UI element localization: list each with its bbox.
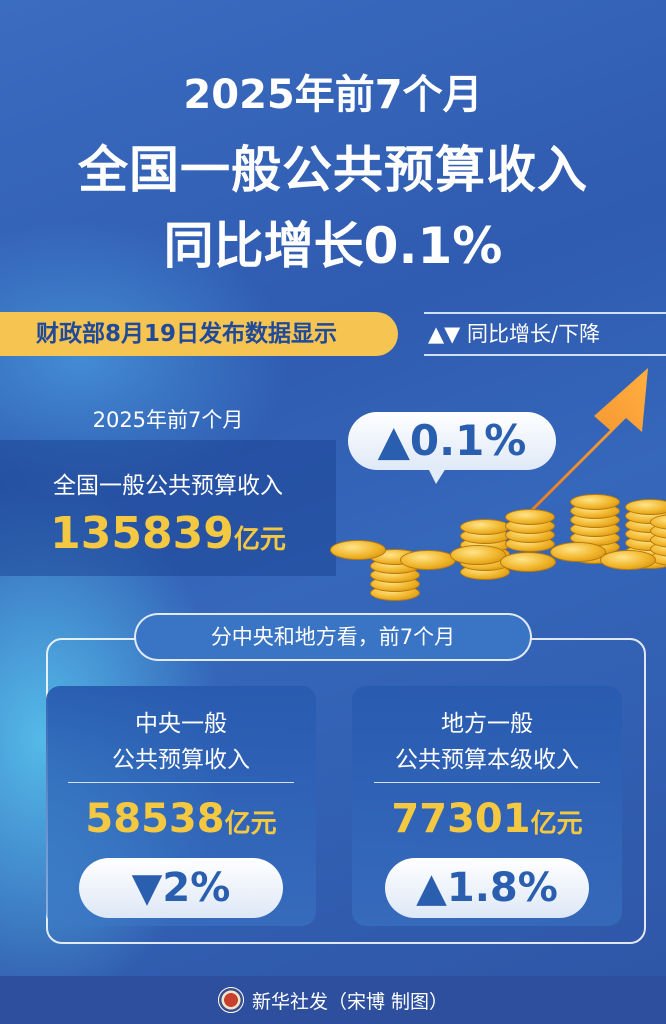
footer: 新华社发（宋博 制图） — [0, 976, 666, 1024]
coin-icon — [330, 540, 386, 560]
national-value-number: 135839 — [50, 508, 234, 559]
title-main: 全国一般公共预算收入 — [78, 141, 588, 199]
national-period: 2025年前7个月 — [92, 408, 244, 432]
local-label-1: 地方一般 — [441, 711, 533, 737]
breakdown-heading: 分中央和地方看，前7个月 — [134, 613, 532, 661]
coin-icon — [600, 550, 656, 570]
legend-label: 同比增长/下降 — [467, 322, 601, 346]
local-value-unit: 亿元 — [530, 809, 583, 839]
local-card: 地方一般 公共预算本级收入 77301亿元 ▲1.8% — [352, 686, 622, 926]
national-change-bubble: ▲0.1% — [348, 412, 556, 484]
central-change-pill: ▼2% — [79, 858, 283, 918]
title-growth: 同比增长0.1% — [163, 217, 503, 275]
growth-arrow-icon — [490, 368, 648, 550]
local-label-2: 公共预算本级收入 — [395, 747, 579, 773]
divider — [68, 782, 294, 783]
central-label-1: 中央一般 — [135, 711, 227, 737]
central-label-2: 公共预算收入 — [112, 747, 250, 773]
central-value: 58538亿元 — [46, 796, 316, 842]
divider — [374, 782, 600, 783]
gold-coins-illustration — [330, 470, 666, 601]
title-period: 2025年前7个月 — [183, 72, 483, 118]
central-value-unit: 亿元 — [224, 809, 277, 839]
central-value-number: 58538 — [85, 796, 225, 842]
source-tag: 财政部8月19日发布数据显示 — [0, 312, 398, 356]
xinhua-logo-icon — [217, 987, 244, 1013]
central-card: 中央一般 公共预算收入 58538亿元 ▼2% — [46, 686, 316, 926]
coin-icon — [450, 545, 506, 565]
national-value: 135839亿元 — [0, 508, 336, 559]
local-value: 77301亿元 — [352, 796, 622, 842]
national-band — [0, 440, 336, 576]
footer-credit: 新华社发（宋博 制图） — [251, 990, 449, 1013]
national-label: 全国一般公共预算收入 — [53, 473, 283, 499]
coin-icon — [570, 494, 620, 510]
legend: ▲▼ 同比增长/下降 — [424, 312, 666, 356]
local-value-number: 77301 — [391, 796, 531, 842]
coin-icon — [625, 499, 666, 515]
coin-icon — [505, 509, 555, 525]
coin-icon — [550, 542, 606, 562]
national-value-unit: 亿元 — [233, 525, 286, 555]
coin-icon — [460, 519, 510, 535]
coin-icon — [400, 550, 456, 570]
coin-icon — [500, 552, 556, 572]
local-change-pill: ▲1.8% — [385, 858, 589, 918]
up-down-triangle-icon: ▲▼ — [428, 322, 461, 346]
